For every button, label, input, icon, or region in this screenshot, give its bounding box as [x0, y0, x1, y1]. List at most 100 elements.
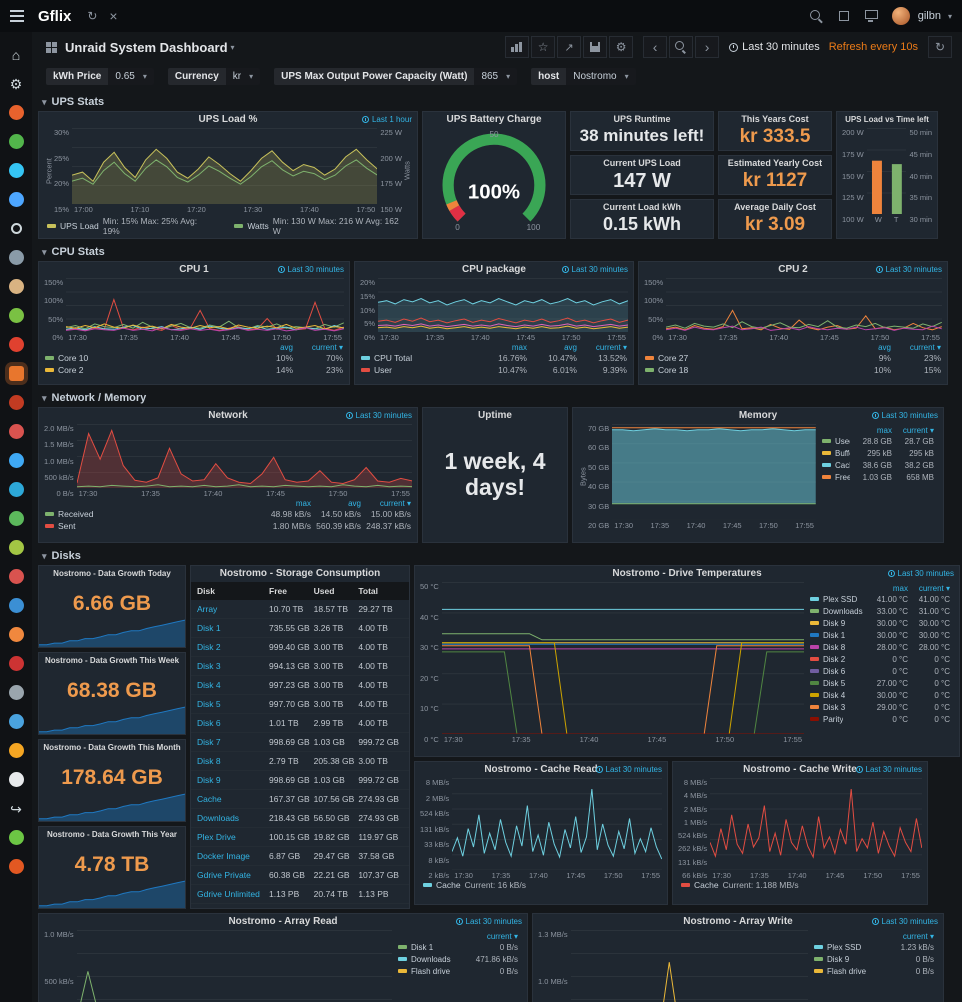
- sidebar-app-icon[interactable]: [0, 243, 32, 272]
- legend-series-name[interactable]: Disk 1: [823, 630, 846, 640]
- panel-title[interactable]: Current Load kWh: [603, 202, 681, 212]
- sidebar-app-icon[interactable]: [0, 98, 32, 127]
- sidebar-app-icon[interactable]: [0, 765, 32, 794]
- legend-series-name[interactable]: Buffered: [835, 448, 850, 458]
- close-icon[interactable]: [109, 8, 117, 24]
- sidebar-app-icon[interactable]: [0, 359, 32, 388]
- legend-series-name[interactable]: CPU Total: [374, 353, 413, 363]
- legend-series-name[interactable]: Disk 2: [823, 654, 846, 664]
- sidebar-app-icon[interactable]: [0, 272, 32, 301]
- array-read-chart[interactable]: [76, 930, 392, 1002]
- panel-title[interactable]: Nostromo - Cache Write: [743, 764, 857, 775]
- variable-dropdown[interactable]: host Nostromo ▾: [531, 68, 636, 85]
- refresh-interval-picker[interactable]: Refresh every 10s: [828, 41, 918, 53]
- section-cpu-stats[interactable]: CPU Stats: [36, 241, 962, 259]
- panel-title[interactable]: Current UPS Load: [603, 158, 681, 168]
- network-chart[interactable]: [76, 424, 412, 488]
- panel-title[interactable]: Nostromo - Data Growth This Week: [44, 656, 180, 665]
- disk-link[interactable]: Disk 4: [197, 680, 221, 690]
- disk-link[interactable]: Plex Drive: [197, 832, 236, 842]
- sidebar-app-icon[interactable]: [0, 852, 32, 881]
- legend-series-name[interactable]: Cached: [835, 460, 850, 470]
- legend-column-header[interactable]: avg: [348, 499, 361, 508]
- sidebar-app-icon[interactable]: [0, 823, 32, 852]
- star-button[interactable]: [531, 36, 556, 58]
- legend-column-header[interactable]: avg: [280, 343, 293, 352]
- legend-series-name[interactable]: Core 18: [658, 365, 689, 375]
- panel-title[interactable]: Nostromo - Storage Consumption: [219, 568, 381, 579]
- legend-series-name[interactable]: Core 27: [658, 353, 689, 363]
- disk-link[interactable]: Disk 1: [197, 623, 221, 633]
- sidebar-app-icon[interactable]: ⌂: [11, 47, 21, 62]
- user-menu[interactable]: gilbn: [917, 10, 941, 22]
- disk-link[interactable]: Disk 5: [197, 699, 221, 709]
- cpu-2-chart[interactable]: [666, 278, 942, 332]
- cpu-package-chart[interactable]: [378, 278, 628, 332]
- sidebar-app-icon[interactable]: [0, 301, 32, 330]
- sidebar-app-icon[interactable]: [0, 736, 32, 765]
- panel-title[interactable]: Memory: [738, 410, 778, 421]
- panel-title[interactable]: CPU 1: [179, 264, 209, 275]
- legend-series-name[interactable]: Disk 1: [411, 942, 434, 952]
- panel-title[interactable]: UPS Load %: [198, 114, 258, 125]
- panel-title[interactable]: Estimated Yearly Cost: [727, 158, 823, 168]
- save-button[interactable]: [583, 36, 608, 58]
- panel-title[interactable]: Network: [208, 410, 248, 421]
- legend-column-header[interactable]: current ▾: [902, 932, 934, 941]
- panel-title[interactable]: Average Daily Cost: [734, 202, 816, 212]
- legend-series-name[interactable]: Sent: [58, 521, 76, 531]
- disk-link[interactable]: Downloads: [197, 813, 240, 823]
- refresh-icon[interactable]: [87, 9, 97, 23]
- dashboard-title[interactable]: Unraid System Dashboard: [65, 39, 228, 55]
- sidebar-app-icon[interactable]: [0, 504, 32, 533]
- sidebar-app-icon[interactable]: [0, 620, 32, 649]
- legend-series-name[interactable]: Disk 9: [827, 954, 850, 964]
- legend-series-name[interactable]: Disk 4: [823, 690, 846, 700]
- legend-column-header[interactable]: max: [295, 499, 311, 508]
- sidebar-app-icon[interactable]: [0, 156, 32, 185]
- panel-title[interactable]: Nostromo - Array Write: [683, 916, 793, 927]
- array-write-chart[interactable]: [570, 930, 808, 1002]
- legend-series-name[interactable]: Received: [58, 509, 94, 519]
- section-disks[interactable]: Disks: [36, 545, 962, 563]
- legend-series-name[interactable]: Disk 8: [823, 642, 846, 652]
- legend-column-header[interactable]: max: [876, 426, 892, 435]
- sidebar-app-icon[interactable]: [0, 214, 32, 243]
- legend-column-header[interactable]: current ▾: [909, 343, 941, 352]
- sidebar-app-icon[interactable]: [0, 533, 32, 562]
- disk-link[interactable]: Gdrive Unlimited: [197, 889, 260, 899]
- legend-series-name[interactable]: Cache: [694, 880, 719, 890]
- legend-series-name[interactable]: Flash drive: [827, 966, 867, 976]
- legend-column-header[interactable]: current ▾: [311, 343, 343, 352]
- cache-read-chart[interactable]: [452, 778, 662, 870]
- settings-button[interactable]: [609, 36, 634, 58]
- legend-column-header[interactable]: current ▾: [918, 584, 950, 593]
- sidebar-app-icon[interactable]: ⚙: [9, 76, 23, 91]
- time-forward-button[interactable]: [695, 36, 720, 58]
- legend-series-name[interactable]: UPS Load: [60, 221, 99, 231]
- section-network-memory[interactable]: Network / Memory: [36, 387, 962, 405]
- avatar[interactable]: [891, 7, 910, 25]
- disk-link[interactable]: Docker Image: [197, 851, 250, 861]
- monitor-icon[interactable]: [864, 10, 878, 22]
- drive-temperatures-chart[interactable]: [441, 582, 804, 734]
- disk-link[interactable]: Disk 3: [197, 661, 221, 671]
- legend-series-name[interactable]: Watts: [247, 221, 269, 231]
- disk-link[interactable]: Cache: [197, 794, 222, 804]
- cache-write-chart[interactable]: [710, 778, 922, 870]
- disk-link[interactable]: Disk 8: [197, 756, 221, 766]
- sidebar-app-icon[interactable]: [0, 388, 32, 417]
- sidebar-app-icon[interactable]: [0, 562, 32, 591]
- legend-series-name[interactable]: Free: [835, 472, 850, 482]
- time-back-button[interactable]: [643, 36, 668, 58]
- legend-series-name[interactable]: Parity: [823, 714, 844, 724]
- legend-series-name[interactable]: Cache: [436, 880, 461, 890]
- panel-title[interactable]: UPS Battery Charge: [446, 114, 542, 125]
- legend-series-name[interactable]: Disk 6: [823, 666, 846, 676]
- panel-title[interactable]: Nostromo - Data Growth This Month: [43, 743, 181, 752]
- sidebar-app-icon[interactable]: [0, 185, 32, 214]
- legend-column-header[interactable]: max: [511, 343, 527, 352]
- disk-link[interactable]: Disk 7: [197, 737, 221, 747]
- sidebar-app-icon[interactable]: [0, 417, 32, 446]
- time-range-picker[interactable]: Last 30 minutes: [729, 41, 820, 53]
